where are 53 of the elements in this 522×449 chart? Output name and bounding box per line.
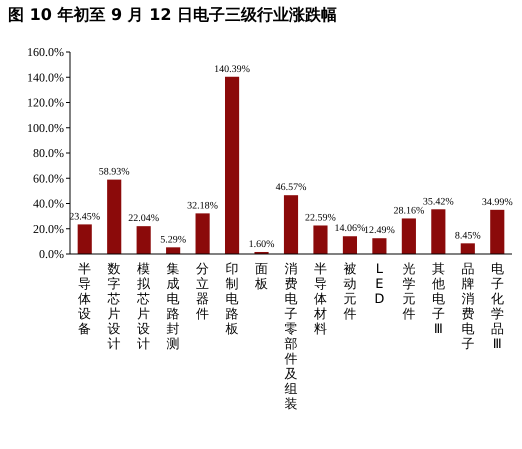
data-label: 35.42%: [422, 196, 454, 208]
y-tick-label: 20.0%: [33, 222, 64, 236]
x-tick-label: 分立器件: [196, 262, 210, 322]
bar: [224, 76, 240, 254]
x-tick-label: 被动元件: [343, 262, 356, 322]
bar: [78, 224, 92, 254]
bar: [313, 225, 328, 254]
y-tick-label: 160.0%: [27, 45, 64, 59]
data-label: 1.60%: [248, 238, 274, 250]
data-label: 23.45%: [69, 211, 100, 222]
y-tick-label: 0.0%: [39, 247, 64, 261]
data-label: 140.39%: [214, 64, 250, 75]
data-label: 58.93%: [98, 166, 130, 178]
x-tick-label: 半导体设备: [78, 262, 92, 337]
bar: [490, 210, 504, 254]
x-tick-label: 半导体材料: [312, 262, 327, 337]
y-tick-label: 40.0%: [33, 196, 64, 210]
data-label: 28.16%: [393, 205, 424, 216]
x-tick-label: 其他电子Ⅲ: [432, 262, 445, 337]
data-label: 14.06%: [334, 223, 366, 234]
x-tick-label: 数字芯片设计: [106, 262, 121, 352]
bar: [402, 218, 416, 254]
y-tick-label: 100.0%: [27, 120, 64, 135]
data-label: 5.29%: [160, 234, 186, 246]
y-tick-label: 60.0%: [33, 171, 64, 186]
x-tick-label: 面板: [254, 262, 268, 292]
bar: [372, 238, 386, 254]
data-label: 34.99%: [482, 196, 513, 208]
data-label: 22.59%: [305, 212, 336, 224]
bar: [431, 209, 446, 254]
x-tick-label: 品牌消费电子: [461, 262, 474, 352]
data-label: 32.18%: [187, 200, 218, 212]
category-label: 消费电子零部件及组装: [284, 262, 298, 412]
y-tick-label: 120.0%: [27, 96, 64, 110]
bar: [107, 180, 122, 254]
bar: [196, 213, 210, 254]
bar: [284, 195, 298, 254]
x-tick-label: 光学元件: [402, 262, 416, 322]
data-label: 46.57%: [276, 182, 306, 194]
x-tick-label: 集成电路封测: [166, 262, 180, 352]
data-label: 8.45%: [454, 230, 481, 242]
x-tick-label: 模拟芯片设计: [136, 262, 152, 352]
data-label: 22.04%: [128, 213, 160, 224]
bar: [136, 226, 151, 254]
chart-title: 图 10 年初至 9 月 12 日电子三级行业涨跌幅: [8, 5, 338, 24]
x-tick-label: 印制电路板: [224, 262, 239, 337]
y-tick-label: 140.0%: [27, 70, 64, 84]
bar: [460, 243, 475, 254]
y-tick-label: 80.0%: [33, 146, 64, 160]
x-tick-label: LED: [374, 262, 384, 307]
x-tick-label: 电子化学品Ⅲ: [490, 262, 504, 352]
bar: [342, 236, 358, 254]
data-label: 12.49%: [364, 225, 395, 236]
